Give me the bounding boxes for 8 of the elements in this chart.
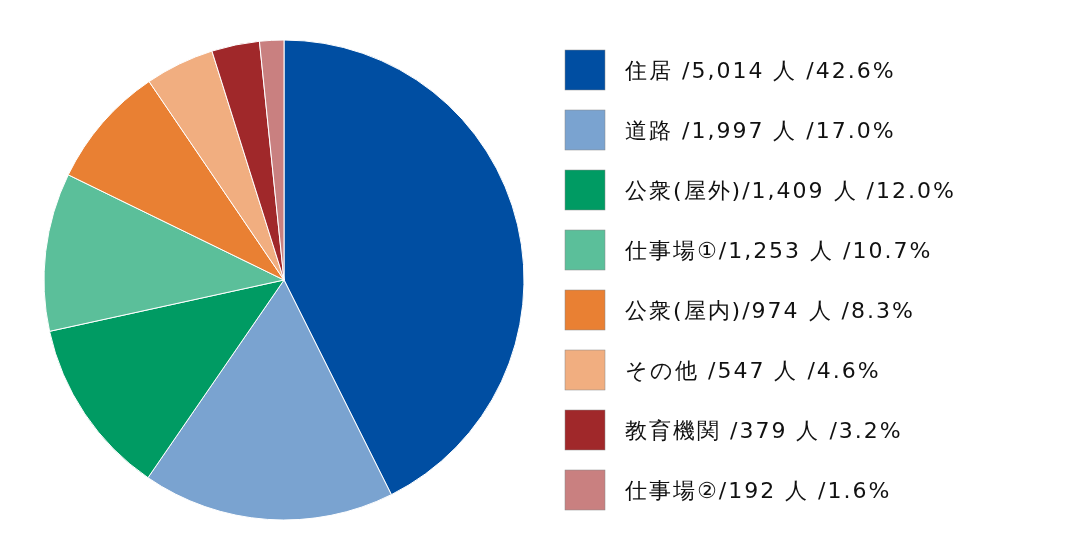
legend-label: 道路 /1,997 人 /17.0% [625, 118, 896, 143]
legend-label: 仕事場①/1,253 人 /10.7% [624, 238, 933, 263]
legend-label: 公衆(屋内)/974 人 /8.3% [625, 298, 915, 323]
legend-label: 公衆(屋外)/1,409 人 /12.0% [625, 178, 956, 203]
legend-label: 仕事場②/192 人 /1.6% [624, 478, 892, 503]
legend-label: その他 /547 人 /4.6% [625, 358, 881, 383]
legend-label: 教育機関 /379 人 /3.2% [625, 418, 903, 443]
legend-label: 住居 /5,014 人 /42.6% [624, 58, 896, 83]
